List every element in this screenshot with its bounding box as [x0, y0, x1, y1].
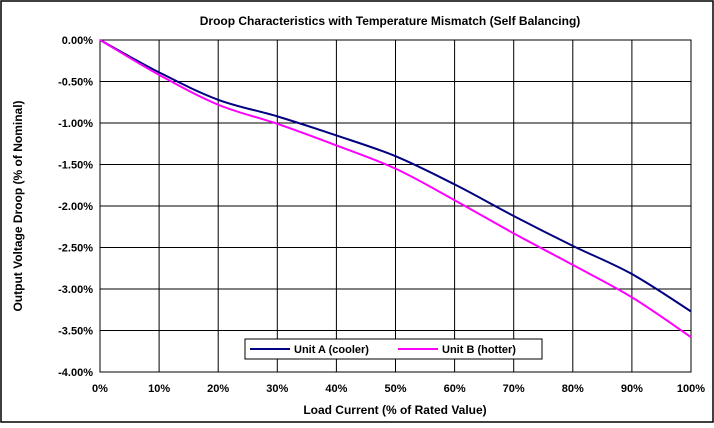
y-tick-label: -4.00%: [58, 367, 93, 379]
y-tick-label: 0.00%: [62, 35, 93, 47]
grid-layer: [100, 40, 691, 372]
y-tick-label: -3.50%: [58, 326, 93, 338]
x-tick-label: 80%: [562, 383, 584, 395]
y-tick-label: -2.50%: [58, 243, 93, 255]
y-axis-label: Output Voltage Droop (% of Nominal): [11, 100, 25, 311]
x-tick-label: 60%: [444, 383, 466, 395]
y-tick-label: -2.00%: [58, 201, 93, 213]
x-axis-label: Load Current (% of Rated Value): [303, 403, 486, 417]
y-tick-label: -1.00%: [58, 118, 93, 130]
chart-title: Droop Characteristics with Temperature M…: [200, 14, 581, 28]
y-tick-label: -1.50%: [58, 160, 93, 172]
y-tick-label: -3.00%: [58, 284, 93, 296]
x-tick-label: 0%: [92, 383, 108, 395]
x-tick-label: 100%: [677, 383, 705, 395]
x-tick-label: 50%: [384, 383, 406, 395]
x-tick-label: 90%: [621, 383, 643, 395]
y-tick-label: -0.50%: [58, 77, 93, 89]
legend-box: [244, 338, 543, 360]
x-tick-label: 20%: [207, 383, 229, 395]
legend-label-unit-b: Unit B (hotter): [442, 344, 516, 356]
x-tick-label: 10%: [148, 383, 170, 395]
y-tick-labels: 0.00% -0.50% -1.00% -1.50% -2.00% -2.50% -3.00…: [58, 35, 93, 379]
series-layer: [99, 39, 692, 338]
x-tick-label: 40%: [325, 383, 347, 395]
legend: Unit A (cooler) Unit B (hotter): [244, 338, 543, 360]
x-tick-labels: 0% 10% 20% 30% 40% 50% 60% 70% 80% 90% 100%: [92, 383, 705, 395]
series-line-0: [99, 39, 692, 313]
x-tick-label: 30%: [266, 383, 288, 395]
legend-label-unit-a: Unit A (cooler): [294, 344, 369, 356]
series-line-1: [99, 39, 692, 338]
x-tick-label: 70%: [503, 383, 525, 395]
